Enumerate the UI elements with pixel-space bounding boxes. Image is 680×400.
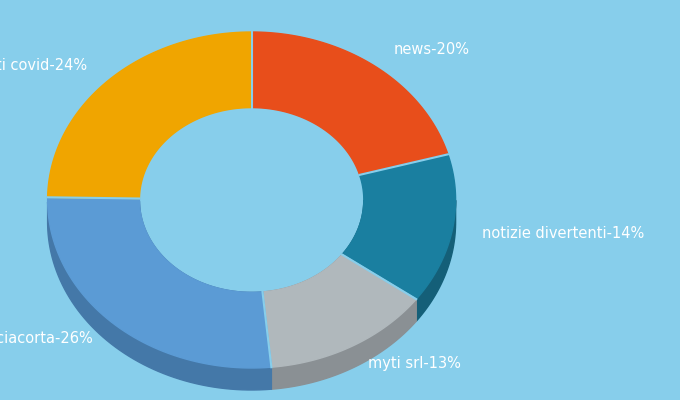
Polygon shape [416, 200, 456, 321]
Polygon shape [271, 299, 416, 389]
Polygon shape [48, 32, 252, 198]
Text: mascherine anti covid-24%: mascherine anti covid-24% [0, 58, 87, 73]
Polygon shape [48, 197, 271, 368]
Polygon shape [342, 200, 364, 276]
Text: notizie divertenti-14%: notizie divertenti-14% [483, 226, 645, 241]
Polygon shape [139, 201, 262, 314]
Polygon shape [252, 32, 448, 175]
Polygon shape [262, 254, 342, 314]
Polygon shape [342, 154, 456, 299]
Text: news-20%: news-20% [393, 42, 469, 58]
Polygon shape [262, 254, 416, 367]
Text: outlet franciacorta-26%: outlet franciacorta-26% [0, 331, 92, 346]
Polygon shape [48, 202, 271, 390]
Text: myti srl-13%: myti srl-13% [368, 356, 460, 371]
